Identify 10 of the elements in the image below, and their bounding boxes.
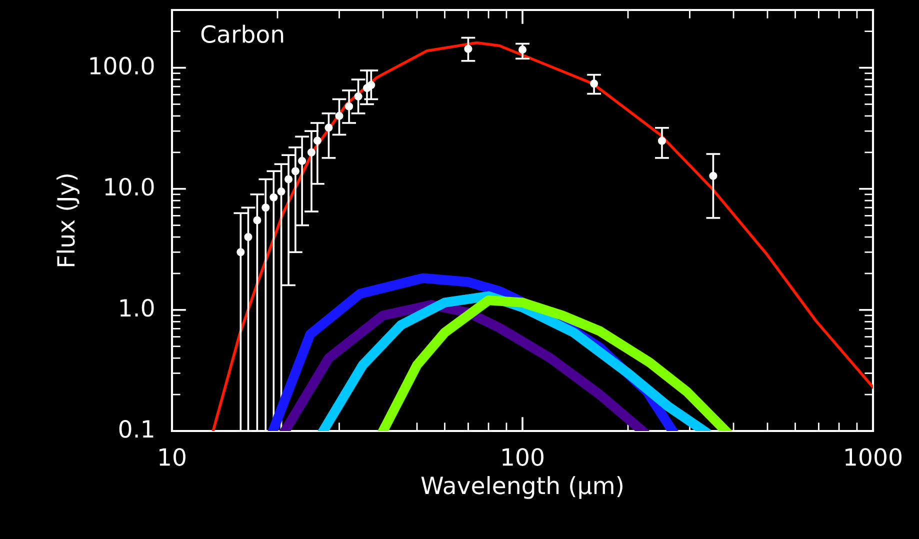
x-tick-label: 1000 [846,448,902,466]
x-axis-title: Wavelength (μm) [421,476,622,499]
y-tick-label: 10.0 [105,178,154,196]
y-axis-title: Flux (Jy) [56,174,80,266]
y-tick-label: 0.1 [119,420,154,438]
text: Carbon [201,24,284,44]
x-tick-label: 10 [160,448,186,466]
x-tick-label: 100 [502,448,544,466]
y-tick-label: 100.0 [90,56,154,75]
y-tick-label: 1.0 [120,298,154,317]
